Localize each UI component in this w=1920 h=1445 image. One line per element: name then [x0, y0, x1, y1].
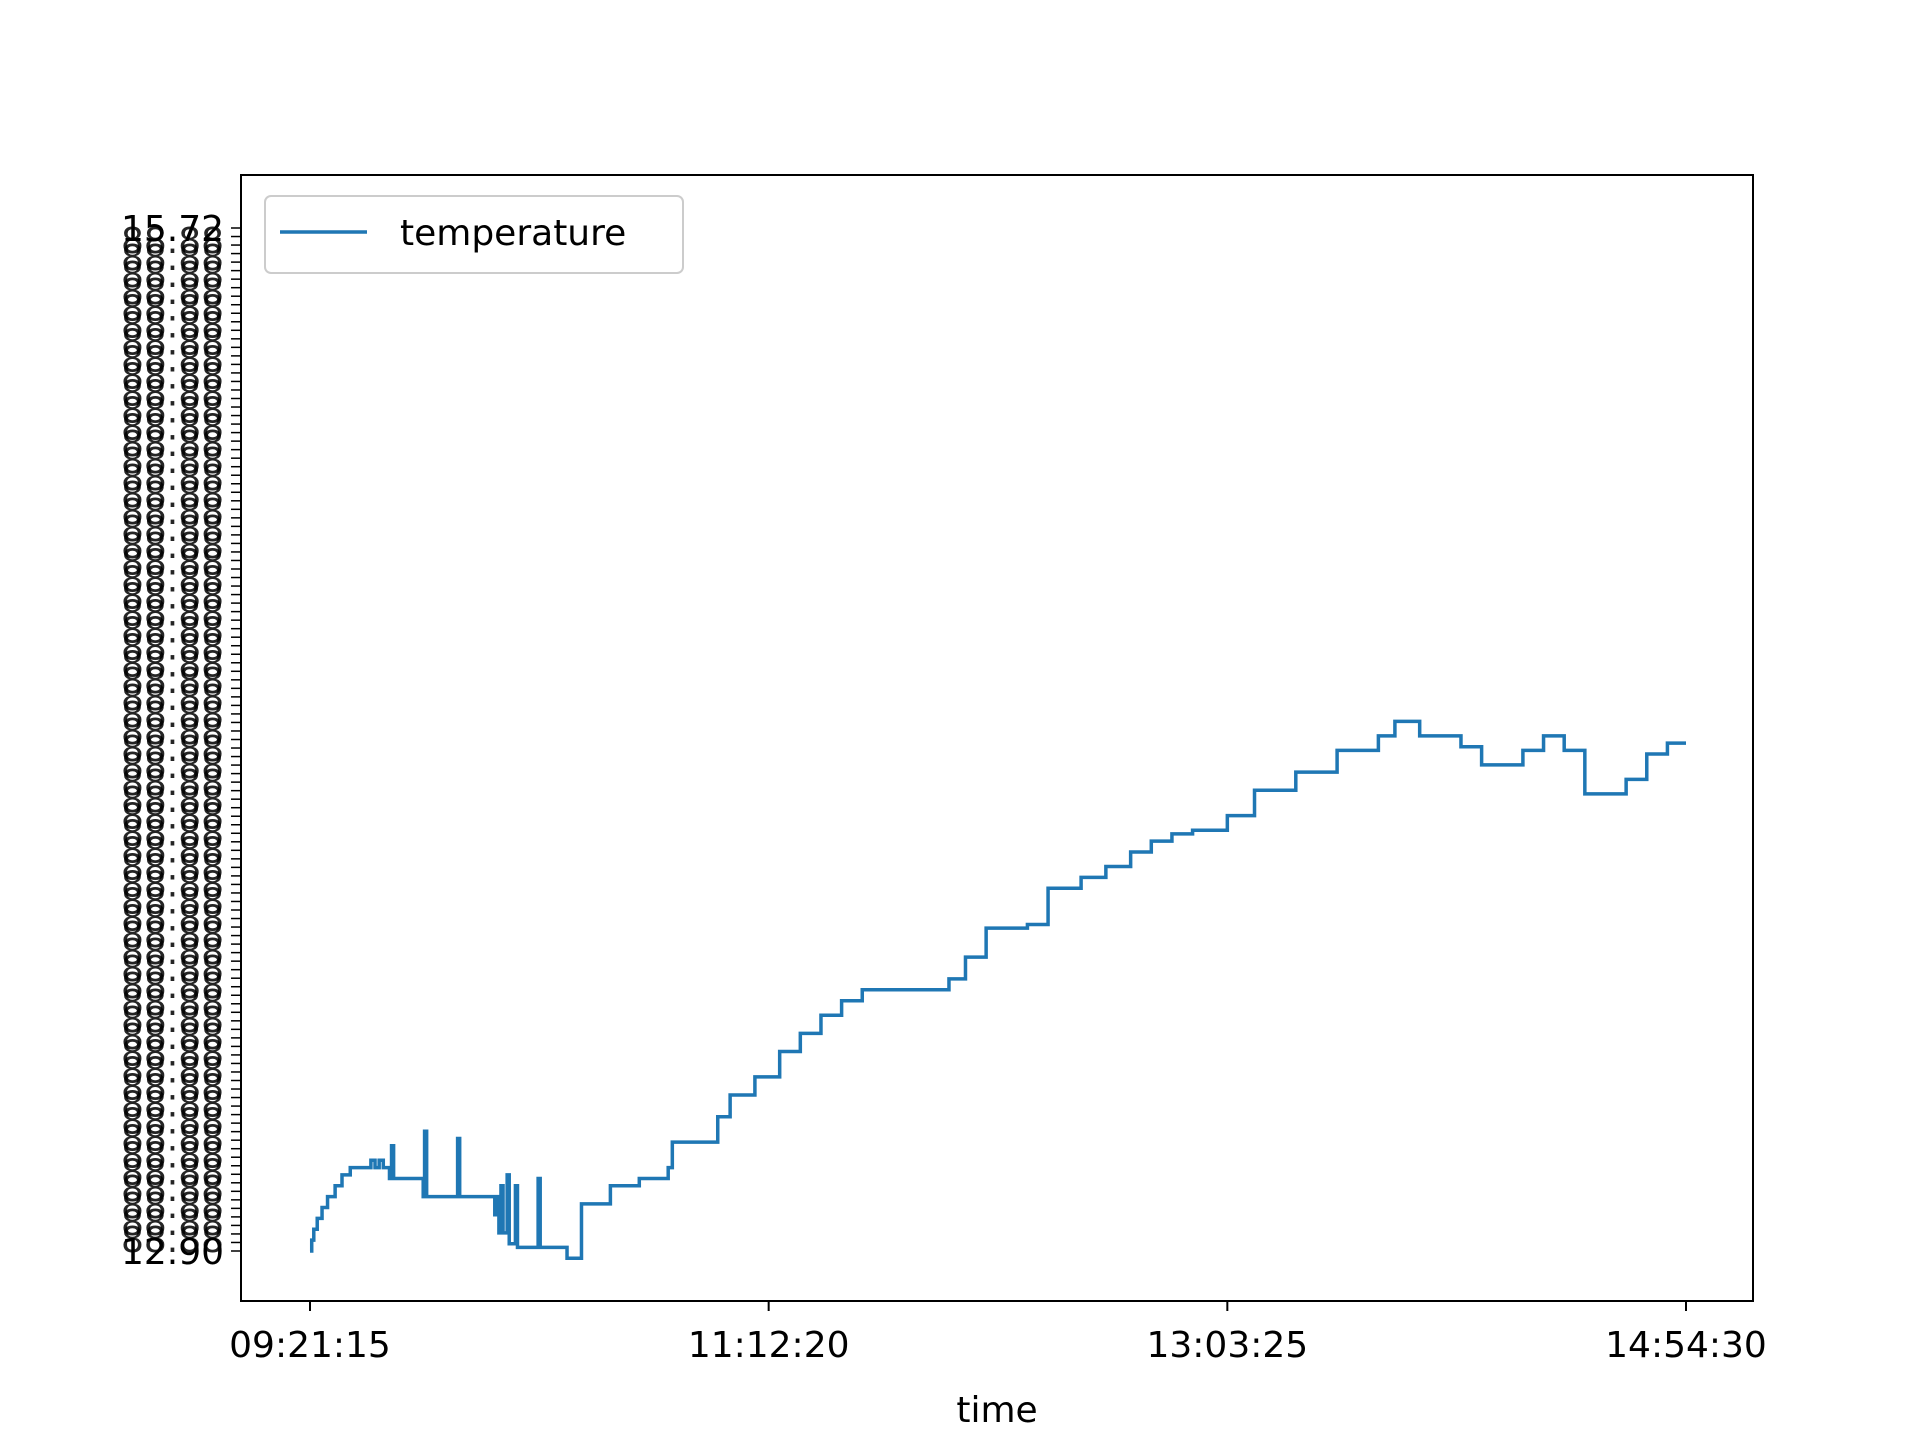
y-tick-clutter: 88.88 [121, 847, 224, 888]
y-tick-clutter: 88.88 [121, 306, 224, 347]
y-tick-clutter: 88.88 [121, 1034, 224, 1075]
legend-label: temperature [400, 213, 626, 254]
y-tick-clutter: 88.88 [121, 1085, 224, 1126]
y-tick-clutter: 88.88 [121, 797, 224, 838]
legend: temperature [264, 195, 684, 274]
series-layer [309, 719, 1686, 1261]
y-tick-clutter: 88.88 [121, 594, 224, 635]
y-tick-clutter: 88.88 [121, 560, 224, 601]
y-tick-clutter: 88.88 [121, 983, 224, 1024]
y-tick-clutter: 88.88 [121, 627, 224, 668]
y-tick-clutter: 88.88 [121, 1186, 224, 1227]
y-tick-clutter: 88.88 [121, 1068, 224, 1109]
x-tick-label: 11:12:20 [688, 1325, 850, 1366]
y-tick-clutter: 88.88 [121, 1101, 224, 1142]
y-tick-clutter: 88.88 [121, 255, 224, 296]
y-tick-clutter: 88.88 [121, 526, 224, 567]
y-tick-clutter: 88.88 [121, 509, 224, 550]
y-tick-clutter: 88.88 [121, 492, 224, 533]
y-tick-clutter: 88.88 [121, 424, 224, 465]
y-tick-clutter: 88.88 [121, 1051, 224, 1092]
y-tick-clutter: 88.88 [121, 763, 224, 804]
y-tick-clutter: 88.88 [121, 1220, 224, 1261]
y-tick-clutter: 88.88 [121, 407, 224, 448]
y-tick-clutter: 88.88 [121, 644, 224, 685]
y-tick-clutter: 88.88 [121, 1118, 224, 1159]
y-tick-clutter: 88.88 [121, 475, 224, 516]
y-tick-label: 15.72 [121, 209, 224, 250]
y-tick-clutter: 88.88 [121, 1135, 224, 1176]
y-tick-clutter: 88.88 [121, 441, 224, 482]
y-tick-clutter: 88.88 [121, 729, 224, 770]
y-tick-clutter: 88.88 [121, 356, 224, 397]
y-tick-clutter: 88.88 [121, 746, 224, 787]
y-tick-label: 12.90 [121, 1232, 224, 1273]
y-tick-clutter: 88.88 [121, 323, 224, 364]
x-ticks: 09:21:15 11:12:20 13:03:25 14:54:30 [229, 1301, 1767, 1366]
x-tick-label: 13:03:25 [1146, 1325, 1308, 1366]
y-tick-clutter: 88.88 [121, 898, 224, 939]
y-tick-clutter: 88.88 [121, 949, 224, 990]
y-tick-clutter: 88.88 [121, 712, 224, 753]
y-tick-clutter: 88.88 [121, 1203, 224, 1244]
y-tick-clutter: 88.88 [121, 289, 224, 330]
y-tick-clutter: 88.88 [121, 543, 224, 584]
y-tick-clutter: 88.88 [121, 831, 224, 872]
plot-area [240, 174, 1754, 1302]
x-axis-label: time [956, 1390, 1037, 1431]
y-tick-clutter: 88.88 [121, 881, 224, 922]
y-tick-clutter: 88.88 [121, 458, 224, 499]
y-tick-clutter: 88.88 [121, 577, 224, 618]
y-tick-clutter: 88.88 [121, 390, 224, 431]
y-tick-clutter: 88.88 [121, 966, 224, 1007]
y-tick-clutter: 88.88 [121, 678, 224, 719]
y-tick-clutter: 88.88 [121, 221, 224, 262]
x-tick-label: 14:54:30 [1605, 1325, 1767, 1366]
y-tick-clutter: 88.88 [121, 1169, 224, 1210]
y-tick-clutter: 88.88 [121, 238, 224, 279]
y-tick-clutter: 88.88 [121, 1017, 224, 1058]
y-tick-clutter: 88.88 [121, 610, 224, 651]
y-tick-clutter: 88.88 [121, 340, 224, 381]
y-tick-clutter: 88.88 [121, 695, 224, 736]
series-line-0 [309, 719, 1686, 1261]
y-tick-clutter: 88.88 [121, 814, 224, 855]
y-tick-clutter: 88.88 [121, 932, 224, 973]
y-tick-clutter: 88.88 [121, 864, 224, 905]
y-tick-clutter: 88.88 [121, 915, 224, 956]
x-tick-label: 09:21:15 [229, 1325, 391, 1366]
y-tick-clutter: 88.88 [121, 780, 224, 821]
y-tick-clutter: 88.88 [121, 373, 224, 414]
y-tick-clutter: 88.88 [121, 1000, 224, 1041]
y-tick-clutter: 88.88 [121, 1152, 224, 1193]
y-tick-clutter: 88.88 [121, 661, 224, 702]
legend-box [264, 195, 684, 274]
y-ticks: 12.9015.7288.8888.8888.8888.8888.8888.88… [121, 209, 241, 1273]
y-tick-clutter: 88.88 [121, 272, 224, 313]
